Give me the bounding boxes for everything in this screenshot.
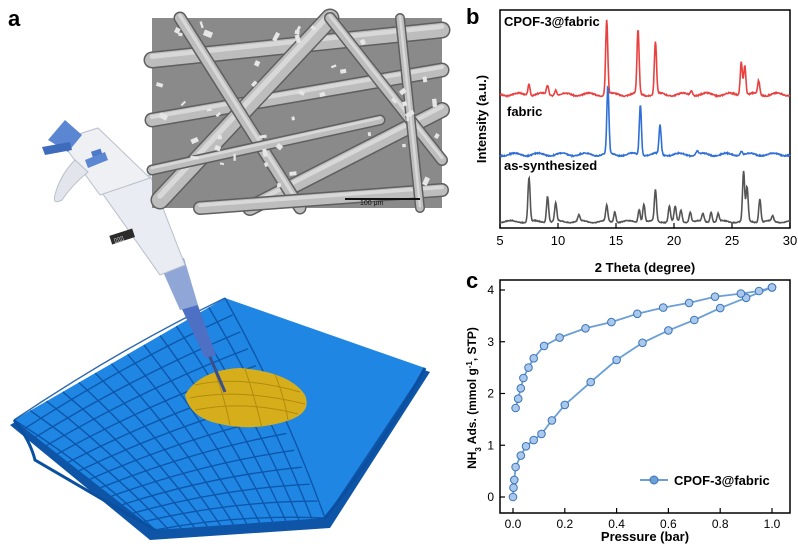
isotherm-x-tick-label: 0.4 [608, 517, 625, 531]
pxrd-x-tick-label: 25 [725, 233, 739, 248]
isotherm-desorption-point [516, 384, 526, 393]
pxrd-chart: 5 10 15 20 25 30 2 Theta (degree) Intensity (… [474, 9, 797, 275]
isotherm-adsorption-point [715, 303, 725, 313]
panel-letter-a: a [8, 6, 21, 31]
pxrd-x-tick-label: 10 [551, 233, 565, 248]
pxrd-x-axis-label: 2 Theta (degree) [595, 260, 695, 275]
isotherm-desorption-point [529, 354, 539, 363]
isotherm-adsorption-point [521, 442, 531, 451]
isotherm-desorption-point [754, 286, 764, 296]
panel-letter-b: b [466, 4, 480, 29]
isotherm-axes-frame [499, 279, 791, 514]
isotherm-adsorption-point [612, 355, 621, 365]
isotherm-y-tick-label: 0 [487, 490, 494, 504]
isotherm-desorption-point [607, 317, 616, 327]
pxrd-x-tick-label: 5 [496, 233, 503, 248]
pxrd-series-line [499, 170, 791, 225]
isotherm-y-tick-label: 1 [487, 438, 494, 452]
isotherm-desorption-point [511, 403, 520, 413]
isotherm-x-axis-label: Pressure (bar) [601, 529, 689, 544]
pipette-display: ▯▯▯ [113, 236, 124, 245]
isotherm-desorption-point [658, 303, 668, 312]
isotherm-desorption-point [581, 324, 590, 333]
isotherm-adsorption-point [547, 416, 557, 425]
isotherm-adsorption-point [690, 315, 699, 325]
isotherm-desorption-point [519, 373, 528, 383]
series-label-fabric: fabric [507, 104, 542, 119]
isotherm-adsorption-point [537, 429, 546, 439]
pxrd-series-line [499, 85, 791, 159]
isotherm-adsorption-point [586, 377, 596, 387]
isotherm-desorption-line [514, 286, 773, 409]
isotherm-desorption-point [710, 292, 720, 302]
pxrd-x-tick-label: 30 [783, 233, 797, 248]
isotherm-adsorption-point [560, 400, 570, 410]
isotherm-chart: 0.0 0.2 0.4 0.6 0.8 1.0 0 1 2 3 4 Pressure (bar) N… [465, 279, 791, 544]
isotherm-adsorption-line [512, 286, 773, 498]
isotherm-adsorption-point [516, 451, 526, 460]
pxrd-x-tick-label: 15 [609, 233, 623, 248]
pxrd-series-line [499, 19, 791, 99]
isotherm-y-axis-label: NH3 Ads. (mmol g-1, STP) [465, 327, 483, 469]
isotherm-desorption-point [767, 283, 777, 292]
pxrd-y-axis-label: Intensity (a.u.) [474, 75, 489, 163]
series-label-assynth: as-synthesized [504, 158, 597, 173]
panel-letter-c: c [466, 268, 479, 293]
isotherm-adsorption-point [509, 483, 518, 493]
sem-image: 100 μm [143, 8, 451, 216]
panel-a-illustration: ▯▯▯ [10, 120, 430, 540]
isotherm-adsorption-point [511, 462, 520, 472]
isotherm-legend: CPOF-3@fabric [640, 473, 770, 488]
isotherm-desorption-point [539, 341, 549, 351]
isotherm-adsorption-point [638, 338, 647, 348]
isotherm-x-tick-label: 0.0 [505, 517, 522, 531]
isotherm-desorption-point [524, 363, 533, 372]
isotherm-adsorption-point [664, 326, 673, 335]
isotherm-adsorption-point [510, 475, 519, 485]
pxrd-x-tick-label: 20 [667, 233, 681, 248]
isotherm-x-tick-label: 0.8 [712, 517, 729, 531]
scale-bar-label: 100 μm [360, 200, 384, 207]
isotherm-desorption-point [555, 333, 564, 342]
isotherm-legend-label: CPOF-3@fabric [674, 473, 770, 488]
isotherm-x-tick-label: 0.2 [556, 517, 573, 531]
pxrd-axes-frame [499, 9, 791, 229]
isotherm-x-tick-label: 0.6 [660, 517, 677, 531]
isotherm-adsorption-point [508, 492, 518, 502]
isotherm-x-tick-label: 1.0 [764, 517, 781, 531]
isotherm-desorption-point [633, 309, 642, 319]
isotherm-desorption-point [684, 298, 694, 308]
isotherm-desorption-point [736, 289, 746, 298]
isotherm-y-tick-label: 2 [487, 387, 494, 401]
isotherm-y-tick-label: 4 [487, 283, 494, 297]
series-label-cpof: CPOF-3@fabric [504, 14, 600, 29]
coating-spot [185, 368, 307, 429]
pipette-illustration: ▯▯▯ [42, 120, 227, 393]
isotherm-desorption-point [513, 394, 523, 404]
isotherm-adsorption-point [529, 435, 539, 445]
isotherm-y-tick-label: 3 [487, 335, 494, 349]
